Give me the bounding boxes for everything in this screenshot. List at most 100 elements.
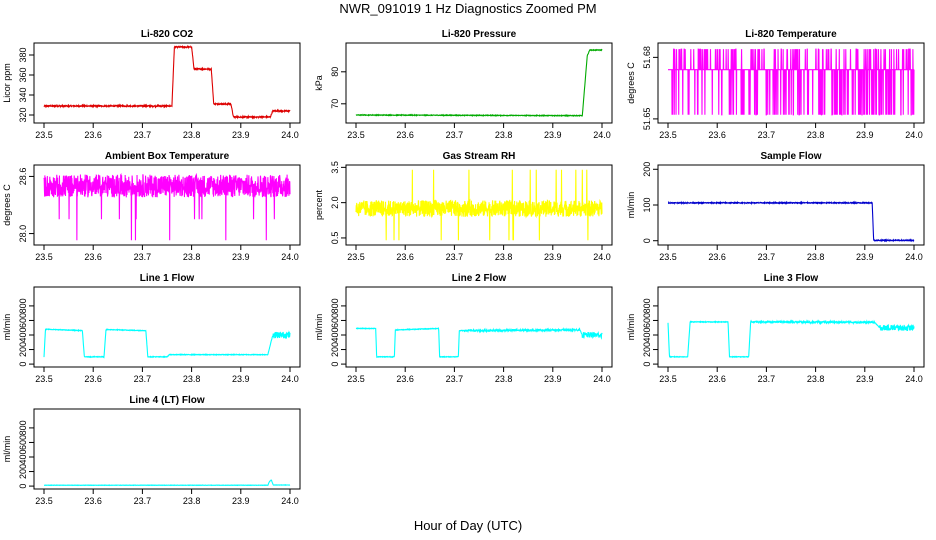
y-tick-label: 800 [18,298,28,313]
x-tick-label: 23.7 [758,130,776,140]
x-tick-label: 23.7 [446,130,464,140]
y-axis-label: ml/min [626,192,636,219]
x-tick-label: 23.5 [35,374,53,384]
x-tick-label: 23.5 [35,130,53,140]
x-tick-label: 23.6 [396,130,414,140]
chart-title: Line 1 Flow [140,273,195,284]
x-tick-label: 23.9 [232,374,250,384]
y-axis-label: degrees C [626,62,636,104]
y-tick-label: 340 [18,87,28,102]
y-tick-label: 51.68 [642,46,652,69]
x-tick-label: 23.9 [544,374,562,384]
x-tick-label: 23.7 [134,130,152,140]
x-tick-label: 23.6 [84,130,102,140]
plot-frame [345,164,613,246]
figure-xlabel: Hour of Day (UTC) [413,518,523,533]
y-tick-label: 3.5 [330,161,340,174]
x-tick-label: 23.9 [232,496,250,506]
x-tick-label: 23.7 [134,252,152,262]
plot-frame [345,42,613,124]
y-axis-label: kPa [314,75,324,91]
chart-title: Gas Stream RH [443,151,516,162]
series-line [355,326,603,359]
y-tick-label: 0.5 [330,232,340,245]
x-tick-label: 23.9 [856,130,874,140]
y-tick-label: 600 [642,313,652,328]
chart-1: Li-820 CO2 Licor ppm 23.5 23.6 23.7 23.8 23.9 2… [2,29,301,140]
y-tick-label: 600 [330,313,340,328]
series-line [43,328,291,359]
plot-frame [33,408,301,490]
y-tick-label: 0 [642,362,652,367]
x-tick-label: 23.6 [396,374,414,384]
x-tick-label: 23.7 [134,374,152,384]
x-tick-label: 23.8 [495,252,513,262]
chart-9: Line 3 Flow ml/min 23.5 23.6 23.7 23.8 23.9 24.… [626,273,925,384]
plot-frame [33,164,301,246]
y-axis-label: ml/min [626,314,636,341]
chart-10: Line 4 (LT) Flow ml/min 23.5 23.6 23.7 23.8 23… [2,395,301,506]
x-tick-label: 23.5 [35,496,53,506]
x-tick-label: 23.5 [659,374,677,384]
y-tick-label: 320 [18,107,28,122]
x-tick-label: 23.6 [84,252,102,262]
series-line [43,172,291,241]
x-tick-label: 24.0 [905,374,923,384]
y-tick-label: 200 [18,342,28,357]
chart-6: Sample Flow ml/min 23.5 23.6 23.7 23.8 23.9 24.… [626,151,925,262]
x-tick-label: 24.0 [905,130,923,140]
x-tick-label: 24.0 [905,252,923,262]
series-line [43,44,291,120]
y-tick-label: 28.0 [18,225,28,243]
chart-4: Ambient Box Temperature degrees C 23.5 23.6… [2,151,301,262]
x-tick-label: 24.0 [281,496,299,506]
x-tick-label: 23.6 [84,496,102,506]
x-tick-label: 23.5 [659,130,677,140]
x-tick-label: 23.8 [807,130,825,140]
x-tick-label: 24.0 [281,130,299,140]
y-tick-label: 400 [642,327,652,342]
y-tick-label: 800 [18,420,28,435]
y-tick-label: 0 [18,484,28,489]
y-tick-label: 800 [642,298,652,313]
x-tick-label: 23.8 [183,374,201,384]
chart-title: Li-820 CO2 [141,29,194,40]
y-tick-label: 400 [18,449,28,464]
y-tick-label: 200 [330,342,340,357]
chart-7: Line 1 Flow ml/min 23.5 23.6 23.7 23.8 23.9 24.… [2,273,301,384]
series-line [667,200,915,243]
y-tick-label: 2.0 [330,196,340,209]
y-axis-label: percent [314,189,324,220]
y-axis-label: Licor ppm [2,63,12,103]
y-tick-label: 80 [330,67,340,77]
plot-frame [33,286,301,368]
x-tick-label: 23.6 [708,374,726,384]
y-tick-label: 360 [18,67,28,82]
x-tick-label: 23.7 [134,496,152,506]
chart-title: Ambient Box Temperature [105,151,230,162]
chart-8: Line 2 Flow ml/min 23.5 23.6 23.7 23.8 23.9 24.… [314,273,613,384]
x-tick-label: 23.5 [347,252,365,262]
x-tick-label: 23.7 [758,252,776,262]
y-tick-label: 800 [330,298,340,313]
chart-title: Line 3 Flow [764,273,819,284]
x-tick-label: 23.9 [544,130,562,140]
y-axis-label: ml/min [314,314,324,341]
x-tick-label: 23.6 [84,374,102,384]
plot-frame [657,286,925,368]
series-line [355,169,603,241]
x-tick-label: 23.6 [708,252,726,262]
x-tick-label: 23.9 [232,130,250,140]
chart-5: Gas Stream RH percent 23.5 23.6 23.7 23.8 23.9… [314,151,613,262]
x-tick-label: 23.7 [758,374,776,384]
y-tick-label: 70 [330,99,340,109]
chart-2: Li-820 Pressure kPa 23.5 23.6 23.7 23.8 23.9 24… [314,29,613,140]
plot-frame [657,42,925,124]
y-tick-label: 51.65 [642,108,652,131]
x-tick-label: 23.8 [495,130,513,140]
plot-frame [345,286,613,368]
y-tick-label: 28.6 [18,168,28,186]
figure-title: NWR_091019 1 Hz Diagnostics Zoomed PM [339,1,597,16]
y-axis-label: ml/min [2,436,12,463]
x-tick-label: 23.8 [807,374,825,384]
